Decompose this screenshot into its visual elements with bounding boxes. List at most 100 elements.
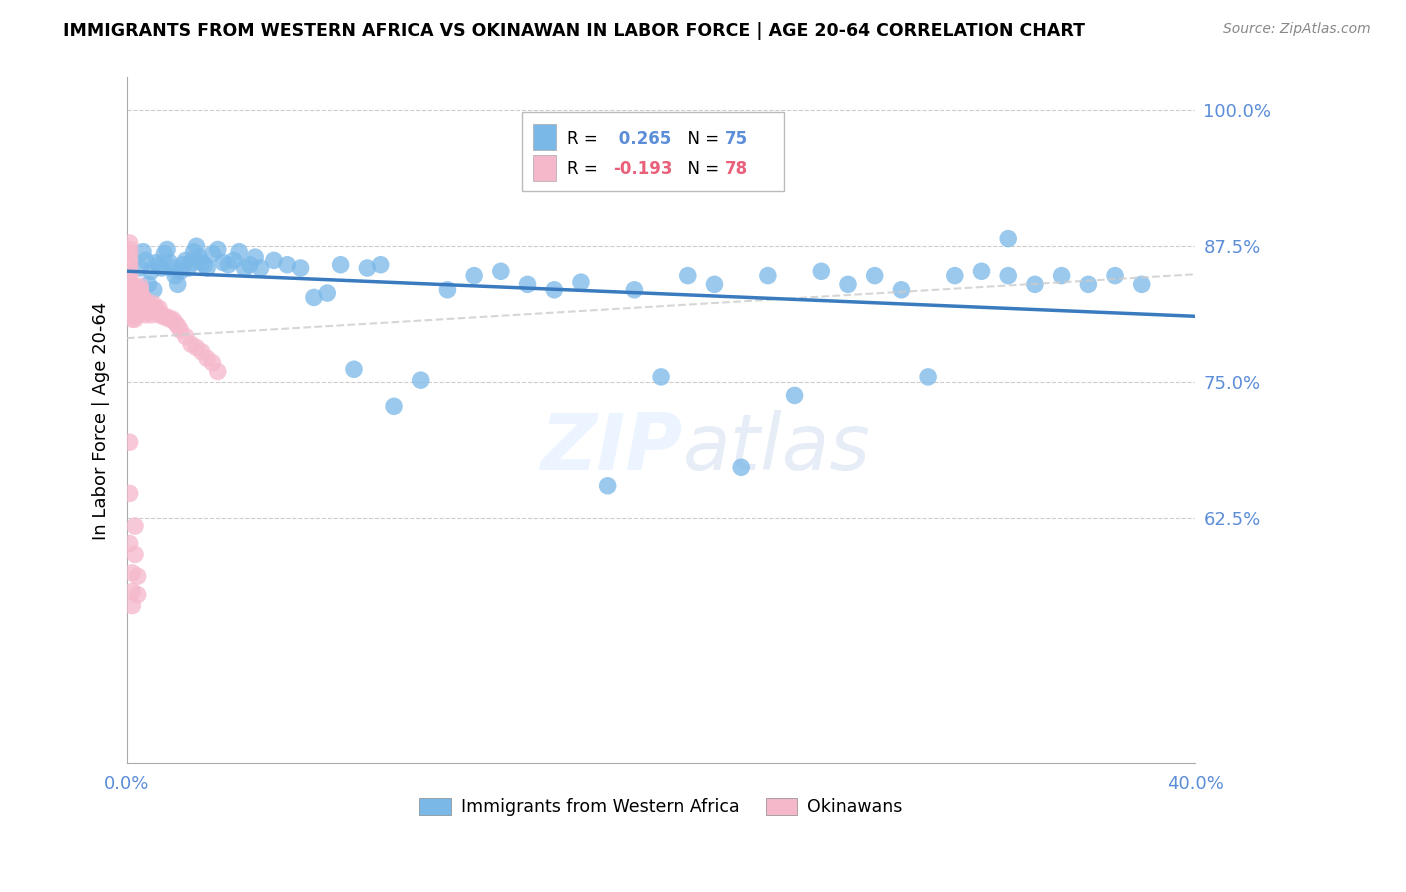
Point: [135, 301, 157, 316]
Point: [121, 566, 143, 580]
Point: [239, 258, 262, 272]
Point: [118, 290, 141, 304]
Point: [121, 308, 143, 322]
Text: N =: N =: [678, 129, 724, 147]
Point: [121, 301, 143, 316]
Point: [783, 388, 806, 402]
Point: [186, 341, 208, 355]
Text: R =: R =: [567, 160, 603, 178]
Point: [165, 315, 187, 329]
Point: [207, 243, 229, 257]
Point: [159, 255, 181, 269]
Point: [135, 293, 157, 308]
Point: [121, 301, 143, 316]
Point: [703, 277, 725, 292]
Point: [1050, 268, 1073, 283]
Point: [156, 310, 179, 324]
Point: [145, 255, 167, 269]
Point: [127, 588, 149, 602]
Point: [1130, 277, 1153, 292]
Point: [917, 370, 939, 384]
Bar: [533, 154, 557, 180]
Point: [121, 293, 143, 308]
Point: [118, 268, 141, 283]
Point: [195, 351, 218, 366]
Point: [970, 264, 993, 278]
Point: [139, 308, 162, 322]
Point: [180, 337, 202, 351]
Point: [142, 304, 165, 318]
Point: [124, 312, 146, 326]
Text: 0.265: 0.265: [613, 129, 671, 147]
Point: [356, 260, 378, 275]
Point: [135, 308, 157, 322]
Point: [730, 460, 752, 475]
Point: [174, 253, 197, 268]
Point: [623, 283, 645, 297]
Point: [217, 258, 239, 272]
Point: [162, 312, 184, 326]
Point: [124, 290, 146, 304]
Point: [121, 290, 143, 304]
Point: [150, 260, 173, 275]
Point: [138, 304, 160, 318]
Point: [290, 260, 312, 275]
Point: [129, 279, 152, 293]
Point: [142, 297, 165, 311]
Point: [276, 258, 298, 272]
Point: [121, 312, 143, 326]
Point: [463, 268, 485, 283]
Point: [180, 255, 202, 269]
Point: [145, 301, 167, 316]
Point: [650, 370, 672, 384]
Point: [243, 250, 266, 264]
Point: [118, 297, 141, 311]
Point: [124, 308, 146, 322]
Point: [153, 310, 176, 324]
Point: [222, 253, 245, 268]
Point: [191, 255, 214, 269]
Point: [118, 486, 141, 500]
Point: [436, 283, 458, 297]
Point: [138, 297, 160, 311]
Point: [124, 519, 146, 533]
Point: [302, 290, 325, 304]
Point: [249, 260, 271, 275]
Point: [142, 283, 165, 297]
Point: [121, 599, 143, 613]
Point: [165, 268, 187, 283]
Point: [207, 364, 229, 378]
Point: [118, 243, 141, 257]
Point: [166, 277, 188, 292]
Point: [195, 260, 218, 275]
Point: [129, 301, 152, 316]
Y-axis label: In Labor Force | Age 20-64: In Labor Force | Age 20-64: [93, 301, 110, 540]
Point: [118, 258, 141, 272]
Point: [118, 247, 141, 261]
Text: 78: 78: [725, 160, 748, 178]
Point: [943, 268, 966, 283]
Point: [810, 264, 832, 278]
Point: [118, 286, 141, 301]
Point: [129, 293, 152, 308]
Point: [1077, 277, 1099, 292]
Point: [837, 277, 859, 292]
Bar: [533, 124, 557, 151]
Text: 75: 75: [725, 129, 748, 147]
Point: [132, 290, 155, 304]
Point: [118, 279, 141, 293]
Point: [150, 308, 173, 322]
Point: [132, 304, 155, 318]
Point: [121, 283, 143, 297]
Text: -0.193: -0.193: [613, 160, 672, 178]
Point: [129, 283, 152, 297]
Legend: Immigrants from Western Africa, Okinawans: Immigrants from Western Africa, Okinawan…: [412, 790, 910, 823]
Point: [132, 244, 155, 259]
Point: [127, 301, 149, 316]
Point: [121, 277, 143, 292]
Point: [148, 301, 170, 316]
Point: [118, 264, 141, 278]
Point: [233, 260, 256, 275]
Point: [569, 275, 592, 289]
Point: [127, 308, 149, 322]
